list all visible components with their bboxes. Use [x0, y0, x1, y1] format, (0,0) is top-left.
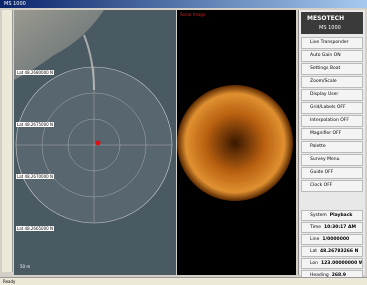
app-window: MS 1000 Lat 48.2680000 N Lat 48.2675000 N…: [0, 0, 367, 285]
menu-item[interactable]: Auto Gain ON: [301, 50, 363, 62]
status-label: System: [310, 211, 327, 220]
status-value: Playback: [330, 211, 353, 220]
menu-item[interactable]: Grid/Labels OFF: [301, 102, 363, 114]
window-title: MS 1000: [4, 1, 26, 7]
sonar-image: [177, 10, 296, 275]
map-view[interactable]: [14, 10, 176, 275]
menu-item[interactable]: Interpolation OFF: [301, 115, 363, 127]
map-label: Lat 48.2680000 N: [16, 70, 54, 75]
status-label: Lon: [310, 259, 318, 268]
sonar-sweep: [177, 85, 293, 201]
sonar-view: Sonar Image: [177, 10, 296, 275]
model: MS 1000: [319, 25, 341, 31]
menu-item[interactable]: Palette: [301, 141, 363, 153]
menu-item[interactable]: Live Transponder: [301, 37, 363, 49]
boat: [96, 141, 101, 146]
title-bar: MS 1000: [0, 0, 367, 8]
status-value: 1/0000000: [322, 235, 349, 244]
map-label: Lat 48.2675000 N: [16, 122, 54, 127]
status-label: Lat: [310, 247, 317, 256]
status-value: 48.26783266 N: [320, 247, 358, 256]
menu-item[interactable]: Zoom/Scale: [301, 76, 363, 88]
menu-item[interactable]: Guide OFF: [301, 167, 363, 179]
scale-label: 50 m: [20, 264, 30, 269]
status-text: Ready: [3, 279, 15, 284]
brand: MESOTECH: [307, 15, 344, 22]
map-label: Lat 48.2665000 N: [16, 226, 54, 231]
status-value: 10:30:17 AM: [324, 223, 356, 232]
menu-item[interactable]: Display User: [301, 89, 363, 101]
status-bar: Ready: [0, 277, 367, 285]
menu-item[interactable]: Clock OFF: [301, 180, 363, 192]
toolbar[interactable]: [2, 10, 13, 272]
status-label: Line: [310, 235, 319, 244]
status-value: 123.00000000 W: [321, 259, 363, 268]
menu-item[interactable]: Magnifier OFF: [301, 128, 363, 140]
logo: MESOTECH MS 1000: [301, 12, 363, 34]
menu-item[interactable]: Survey Menu: [301, 154, 363, 166]
status-label: Time: [310, 223, 321, 232]
map-label: Lat 48.2670000 N: [16, 174, 54, 179]
menu-item[interactable]: Settings Boat: [301, 63, 363, 75]
sonar-title: Sonar Image: [180, 12, 205, 17]
